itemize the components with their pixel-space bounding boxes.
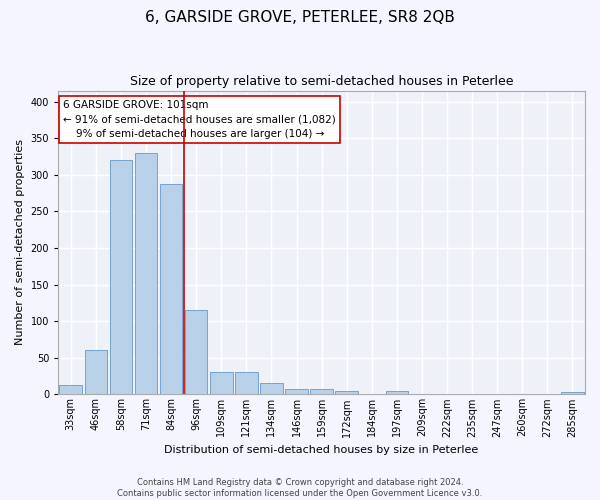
Bar bbox=[210, 372, 233, 394]
Text: 6 GARSIDE GROVE: 101sqm
← 91% of semi-detached houses are smaller (1,082)
    9%: 6 GARSIDE GROVE: 101sqm ← 91% of semi-de… bbox=[64, 100, 336, 140]
Bar bbox=[135, 153, 157, 394]
Bar bbox=[335, 392, 358, 394]
Bar bbox=[59, 385, 82, 394]
X-axis label: Distribution of semi-detached houses by size in Peterlee: Distribution of semi-detached houses by … bbox=[164, 445, 479, 455]
Bar bbox=[386, 390, 408, 394]
Bar bbox=[85, 350, 107, 395]
Title: Size of property relative to semi-detached houses in Peterlee: Size of property relative to semi-detach… bbox=[130, 75, 514, 88]
Bar bbox=[285, 388, 308, 394]
Bar bbox=[110, 160, 132, 394]
Y-axis label: Number of semi-detached properties: Number of semi-detached properties bbox=[15, 140, 25, 346]
Text: 6, GARSIDE GROVE, PETERLEE, SR8 2QB: 6, GARSIDE GROVE, PETERLEE, SR8 2QB bbox=[145, 10, 455, 25]
Text: Contains HM Land Registry data © Crown copyright and database right 2024.
Contai: Contains HM Land Registry data © Crown c… bbox=[118, 478, 482, 498]
Bar bbox=[235, 372, 257, 394]
Bar bbox=[260, 384, 283, 394]
Bar bbox=[310, 390, 333, 394]
Bar bbox=[160, 184, 182, 394]
Bar bbox=[561, 392, 584, 394]
Bar bbox=[185, 310, 208, 394]
